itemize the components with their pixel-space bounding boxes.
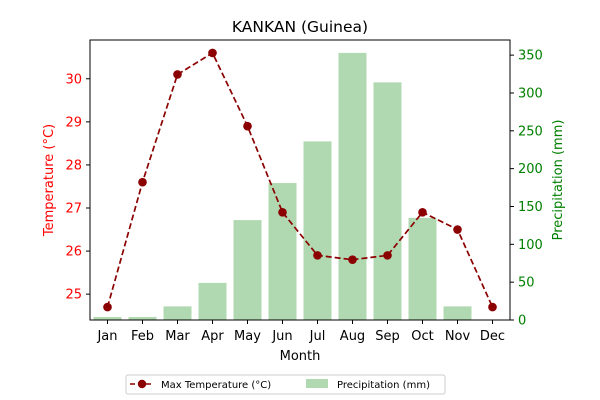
precipitation-bars bbox=[93, 52, 472, 320]
temperature-point-apr bbox=[208, 48, 217, 58]
y-right-tick-label: 50 bbox=[518, 276, 535, 291]
x-tick-label: Aug bbox=[340, 329, 365, 344]
y-axis-right: 0 50 100 150 200 250 300 350 bbox=[510, 49, 543, 329]
y-right-tick-label: 0 bbox=[518, 314, 526, 329]
legend-frame bbox=[125, 374, 446, 395]
x-tick-label: Jul bbox=[309, 329, 326, 344]
legend-label-temperature: Max Temperature (°C) bbox=[161, 380, 271, 391]
y-left-tick-label: 29 bbox=[65, 115, 82, 130]
x-tick-label: Jan bbox=[96, 329, 117, 344]
y-axis-left-label: Temperature (°C) bbox=[42, 124, 57, 237]
legend-line-marker bbox=[137, 379, 147, 389]
y-right-tick-label: 200 bbox=[518, 162, 543, 177]
temperature-point-oct bbox=[418, 208, 427, 217]
temperature-point-feb bbox=[138, 177, 147, 187]
x-tick-label: Nov bbox=[445, 329, 471, 344]
chart-title: KANKAN (Guinea) bbox=[232, 18, 368, 36]
x-tick-label: Apr bbox=[201, 329, 224, 344]
temperature-point-dec bbox=[488, 302, 497, 312]
temperature-line-layer bbox=[103, 48, 497, 312]
x-tick-label: Oct bbox=[411, 329, 433, 344]
y-right-tick-label: 350 bbox=[518, 49, 543, 64]
plot-frame bbox=[89, 39, 511, 321]
precipitation-bar-apr bbox=[198, 282, 227, 320]
y-left-tick-label: 30 bbox=[65, 72, 82, 87]
precipitation-bar-aug bbox=[338, 52, 367, 320]
legend-label-precipitation: Precipitation (mm) bbox=[337, 380, 430, 391]
x-tick-label: Feb bbox=[131, 329, 154, 344]
temperature-point-jan bbox=[103, 302, 112, 312]
precipitation-bar-jan bbox=[93, 316, 122, 320]
precipitation-bar-feb bbox=[128, 316, 157, 320]
x-tick-label: May bbox=[234, 329, 261, 344]
x-axis-label: Month bbox=[280, 349, 321, 364]
temperature-point-jun bbox=[278, 208, 287, 217]
precipitation-bar-mar bbox=[163, 306, 192, 320]
precipitation-bar-nov bbox=[443, 306, 472, 320]
y-left-tick-label: 25 bbox=[65, 288, 82, 303]
x-axis: Jan Feb Mar Apr May Jun Jul Aug Sep Oct Nov Dec bbox=[96, 320, 505, 344]
y-right-tick-label: 250 bbox=[518, 124, 543, 139]
y-left-tick-label: 27 bbox=[65, 202, 82, 217]
temperature-point-jul bbox=[313, 251, 322, 260]
precipitation-bar-may bbox=[233, 220, 262, 320]
y-right-tick-label: 100 bbox=[518, 238, 543, 253]
precipitation-bar-jun bbox=[268, 183, 297, 320]
x-tick-label: Mar bbox=[165, 329, 190, 344]
legend: Max Temperature (°C) Precipitation (mm) bbox=[125, 374, 446, 395]
y-right-tick-label: 150 bbox=[518, 200, 543, 215]
temperature-point-sep bbox=[383, 251, 392, 260]
x-tick-label: Sep bbox=[375, 329, 400, 344]
temperature-point-nov bbox=[453, 225, 462, 234]
temperature-point-may bbox=[243, 121, 252, 131]
precipitation-bar-oct bbox=[408, 217, 437, 320]
legend-bar-swatch bbox=[306, 379, 328, 388]
y-axis-right-label: Precipitation (mm) bbox=[551, 120, 566, 241]
temperature-point-aug bbox=[348, 255, 357, 264]
y-left-tick-label: 28 bbox=[65, 158, 82, 173]
y-right-tick-label: 300 bbox=[518, 86, 543, 101]
y-axis-left: 25 26 27 28 29 30 bbox=[65, 72, 90, 303]
precipitation-bar-sep bbox=[373, 82, 402, 320]
precipitation-bar-jul bbox=[303, 141, 332, 320]
temperature-point-mar bbox=[173, 70, 182, 79]
x-tick-label: Jun bbox=[271, 329, 292, 344]
y-left-tick-label: 26 bbox=[65, 245, 82, 260]
x-tick-label: Dec bbox=[480, 329, 505, 344]
